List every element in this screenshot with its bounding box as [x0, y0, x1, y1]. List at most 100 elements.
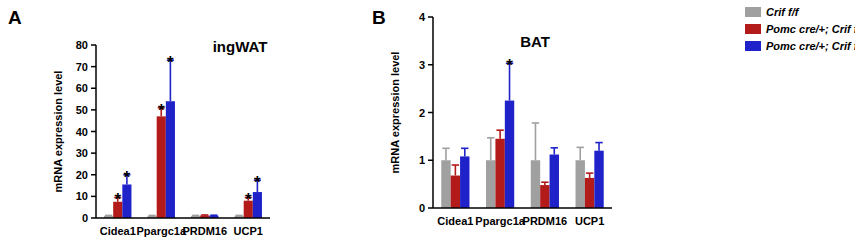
- error-bar: [236, 215, 243, 216]
- y-tick-label: 70: [76, 61, 88, 73]
- legend-swatch: [745, 41, 761, 51]
- significance: *: [114, 190, 121, 209]
- chart: BBATmRNA expression level01234*Cidea1Ppa…: [372, 6, 855, 227]
- error-stem: [553, 148, 555, 155]
- marks: [104, 60, 262, 218]
- x-axis: [433, 207, 612, 209]
- error-cap: [149, 215, 156, 217]
- error-cap: [452, 164, 459, 166]
- error-cap: [192, 215, 199, 217]
- error-stem: [579, 147, 581, 160]
- bar: [460, 156, 469, 208]
- y-tick-label: 0: [82, 212, 88, 224]
- legend-label: Crif f/f: [766, 6, 800, 18]
- bar: [585, 178, 594, 208]
- error-bar: [541, 182, 548, 185]
- figure: AingWATmRNA expression level010203040506…: [0, 0, 855, 243]
- y-tick-label: 50: [76, 104, 88, 116]
- marks: [441, 63, 603, 208]
- error-bar: [201, 214, 208, 215]
- bar: [531, 160, 540, 208]
- y-axis-label: mRNA expression level: [389, 52, 401, 174]
- y-tick-label: 4: [419, 11, 426, 23]
- y-axis: [95, 45, 97, 218]
- significance: *: [124, 168, 131, 187]
- error-bar: [551, 148, 558, 155]
- significance: *: [158, 101, 165, 120]
- error-stem: [535, 123, 537, 160]
- error-cap: [551, 147, 558, 149]
- significance: *: [167, 53, 174, 72]
- legend-label: Pomc cre/+; Crif f/+: [766, 23, 855, 35]
- error-cap: [586, 172, 593, 174]
- bar: [166, 101, 175, 218]
- y-tick-label: 30: [76, 147, 88, 159]
- error-bar: [461, 148, 468, 156]
- y-tick-label: 60: [76, 82, 88, 94]
- panel-letter: B: [372, 7, 386, 28]
- y-tick-label: 10: [76, 190, 88, 202]
- error-cap: [487, 137, 494, 139]
- x-tick-label: PRDM16: [182, 225, 227, 237]
- bar: [157, 116, 166, 218]
- y-axis: [432, 17, 434, 208]
- error-bar: [532, 123, 539, 160]
- error-bar: [487, 138, 494, 160]
- error-bar: [149, 215, 156, 216]
- significance: *: [245, 190, 252, 209]
- bar: [486, 160, 495, 208]
- legend-swatch: [745, 7, 761, 17]
- legend: Crif f/f Pomc cre/+; Crif f/+ Pomc cre/+; …: [745, 6, 855, 52]
- error-bar: [192, 215, 199, 216]
- y-tick-label: 0: [419, 202, 425, 214]
- title: BAT: [520, 33, 550, 50]
- error-cap: [577, 147, 584, 149]
- error-stem: [464, 148, 466, 156]
- chart: AingWAT mRNA expression level 0 10 20 30 40 50 6…: [8, 7, 270, 237]
- y-axis-label: mRNA expression level: [52, 71, 64, 193]
- error-cap: [496, 129, 503, 131]
- error-bar: [586, 173, 593, 178]
- panel-letter: A: [8, 7, 22, 28]
- error-stem: [445, 148, 447, 160]
- legend-swatch: [745, 24, 761, 34]
- y-tick-label: 20: [76, 169, 88, 181]
- error-cap: [442, 148, 449, 150]
- bar: [550, 155, 559, 208]
- bar: [540, 185, 549, 208]
- error-bar: [496, 130, 503, 139]
- y-tick-label: 40: [76, 126, 88, 138]
- bar: [495, 139, 504, 208]
- error-bar: [452, 165, 459, 176]
- significance: *: [506, 56, 513, 75]
- error-bar: [442, 148, 449, 160]
- title: ingWAT: [213, 38, 268, 55]
- error-stem: [499, 130, 501, 139]
- error-cap: [541, 181, 548, 183]
- x-tick-label: UCP1: [234, 225, 263, 237]
- error-cap: [201, 214, 208, 216]
- y-tick-label: 1: [419, 154, 425, 166]
- error-cap: [461, 148, 468, 150]
- error-bar: [595, 143, 602, 151]
- x-tick-label: Cidea1: [437, 215, 473, 227]
- error-bar: [577, 147, 584, 160]
- y-tick-label: 3: [419, 59, 425, 71]
- y-tick-label: 80: [76, 39, 88, 51]
- x-tick-label: Ppargc1a: [475, 215, 525, 227]
- error-cap: [210, 214, 217, 216]
- significance: *: [254, 173, 261, 192]
- legend-label: Pomc cre/+; Crif f/f: [766, 40, 855, 52]
- error-cap: [236, 215, 243, 217]
- bar: [122, 184, 131, 218]
- error-bar: [105, 215, 112, 216]
- error-cap: [595, 142, 602, 144]
- error-cap: [532, 122, 539, 124]
- bar: [253, 192, 262, 218]
- error-cap: [105, 215, 112, 217]
- x-tick-label: PRDM16: [523, 215, 568, 227]
- x-tick-label: Ppargc1a: [136, 225, 186, 237]
- bar: [576, 160, 585, 208]
- bar: [594, 151, 603, 208]
- error-stem: [490, 138, 492, 160]
